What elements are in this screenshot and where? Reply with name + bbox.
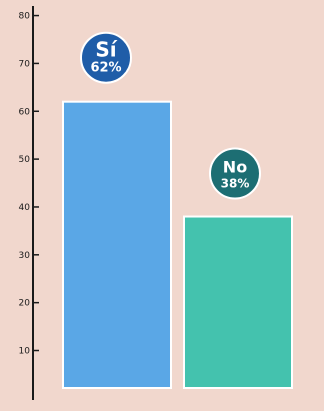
y-tick-label: 40 [19, 203, 31, 213]
category-label: No [223, 158, 247, 177]
y-tick-label: 50 [19, 155, 31, 165]
value-label: 62% [90, 61, 121, 76]
bars [62, 100, 293, 390]
category-label: Sí [95, 38, 117, 62]
y-tick-label: 80 [19, 12, 31, 22]
badge-si [80, 31, 132, 84]
value-label: 38% [221, 177, 250, 191]
y-tick-label: 70 [19, 59, 31, 69]
y-tick-label: 10 [19, 347, 31, 357]
y-tick-label: 30 [19, 251, 31, 261]
y-tick-label: 20 [19, 299, 31, 309]
bar-si [62, 100, 172, 390]
badge-no [209, 147, 261, 200]
bar-no [183, 215, 293, 389]
y-tick-label: 60 [19, 107, 31, 117]
y-axis: 10 20 30 40 50 60 70 80 [19, 6, 39, 400]
